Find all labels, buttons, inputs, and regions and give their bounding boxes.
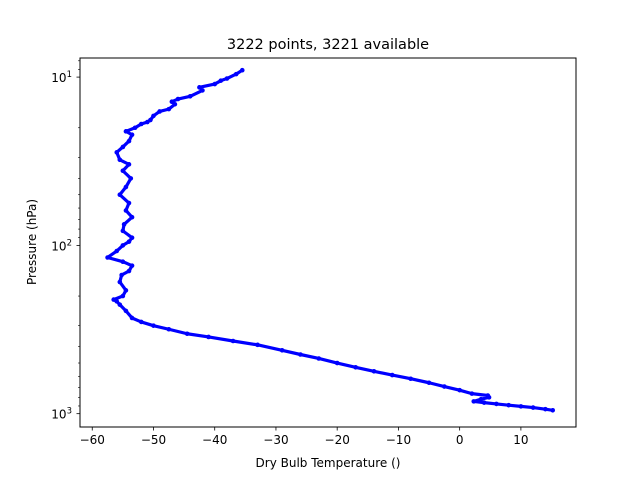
- data-point: [550, 408, 556, 413]
- data-point: [129, 132, 135, 138]
- data-point: [255, 342, 260, 348]
- data-point: [471, 399, 477, 404]
- data-point: [169, 99, 175, 104]
- data-point: [166, 106, 172, 112]
- chart-title: 3222 points, 3221 available: [227, 37, 429, 53]
- data-point: [212, 81, 218, 87]
- data-point: [218, 78, 224, 83]
- data-point: [132, 125, 138, 131]
- data-point: [469, 391, 475, 396]
- data-point: [206, 334, 211, 340]
- data-point: [239, 67, 245, 73]
- data-point: [518, 404, 524, 409]
- data-point: [175, 96, 181, 102]
- data-point: [197, 85, 202, 90]
- data-point: [123, 184, 129, 190]
- data-point: [408, 376, 413, 382]
- data-point: [494, 401, 499, 407]
- data-point: [442, 384, 447, 389]
- data-point: [117, 192, 123, 198]
- data-point: [172, 101, 178, 107]
- data-point: [481, 400, 487, 405]
- data-point: [126, 239, 132, 244]
- data-point: [148, 117, 153, 123]
- data-point: [117, 279, 123, 285]
- data-point: [105, 255, 110, 260]
- data-point: [126, 200, 132, 206]
- data-point: [114, 248, 120, 254]
- data-point: [279, 347, 285, 353]
- data-point: [120, 293, 126, 299]
- data-point: [120, 228, 126, 234]
- axes-frame: [79, 57, 577, 428]
- x-tick-label: −50: [141, 433, 166, 447]
- data-point: [530, 405, 536, 410]
- data-point: [506, 402, 511, 408]
- data-point: [390, 372, 395, 378]
- data-point: [426, 380, 432, 386]
- data-point: [129, 214, 135, 220]
- data-point: [334, 360, 340, 366]
- data-point: [123, 308, 129, 314]
- data-point: [298, 352, 303, 357]
- data-point: [200, 88, 205, 93]
- x-axis-label: Dry Bulb Temperature (): [256, 456, 401, 470]
- data-point: [117, 157, 123, 163]
- data-point: [114, 150, 120, 155]
- data-point: [478, 396, 484, 402]
- data-point: [138, 319, 144, 325]
- data-point: [457, 387, 462, 393]
- data-point: [485, 393, 491, 398]
- data-point: [128, 176, 134, 181]
- data-point: [543, 406, 548, 412]
- data-point: [371, 369, 377, 374]
- x-tick-label: −20: [325, 433, 350, 447]
- plot-area: [105, 67, 556, 413]
- data-point: [157, 109, 162, 114]
- data-point: [151, 113, 156, 119]
- data-point: [126, 138, 132, 144]
- y-axis-label: Pressure (hPa): [25, 199, 39, 285]
- data-point: [123, 129, 129, 134]
- data-point: [166, 326, 172, 332]
- data-point: [224, 76, 230, 81]
- data-point: [117, 302, 123, 307]
- data-point: [123, 288, 129, 293]
- data-point: [120, 144, 126, 150]
- data-point: [120, 259, 126, 265]
- x-tick-label: −30: [263, 433, 288, 447]
- data-point: [233, 71, 239, 77]
- x-tick-label: −40: [202, 433, 227, 447]
- x-tick-label: 10: [513, 433, 528, 447]
- data-point: [123, 208, 129, 213]
- data-point: [129, 235, 135, 240]
- data-point: [120, 168, 126, 174]
- data-point: [184, 331, 190, 337]
- data-point: [187, 93, 193, 99]
- x-tick-label: −60: [80, 433, 105, 447]
- data-point: [316, 356, 322, 361]
- data-point: [111, 297, 116, 302]
- data-point: [129, 263, 135, 268]
- data-point: [119, 272, 124, 278]
- data-point: [121, 222, 127, 227]
- data-point: [126, 268, 132, 274]
- x-axis: −60 −50 −40 −30 −20 −10 0 10: [80, 427, 529, 447]
- data-point: [230, 338, 236, 344]
- x-tick-label: −10: [386, 433, 411, 447]
- x-tick-label: 0: [456, 433, 464, 447]
- data-point: [120, 243, 126, 248]
- data-point: [129, 315, 135, 321]
- data-point: [353, 364, 358, 370]
- data-point: [138, 121, 144, 127]
- data-point: [126, 162, 132, 167]
- data-point: [151, 323, 156, 328]
